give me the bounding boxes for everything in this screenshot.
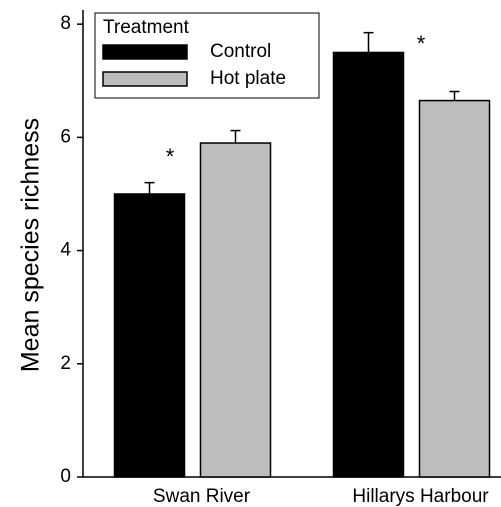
x-tick-label: Hillarys Harbour <box>352 486 489 507</box>
legend-swatch <box>102 71 188 87</box>
y-tick-label: 8 <box>60 13 71 34</box>
y-tick-label: 2 <box>60 353 71 374</box>
bar <box>113 193 186 478</box>
annotation: * <box>417 31 426 56</box>
legend-swatch <box>102 44 188 60</box>
y-tick-label: 0 <box>60 466 71 487</box>
bar <box>332 51 405 478</box>
annotation: * <box>166 144 175 169</box>
legend-label: Hot plate <box>210 68 286 89</box>
x-tick-label: Swan River <box>153 486 251 507</box>
legend-title: Treatment <box>103 17 190 38</box>
y-tick-label: 6 <box>60 126 71 147</box>
legend-label: Control <box>210 41 271 62</box>
bar <box>418 99 491 478</box>
y-tick-label: 4 <box>60 240 71 261</box>
bar <box>199 142 272 478</box>
y-axis-label: Mean species richness <box>17 118 45 372</box>
